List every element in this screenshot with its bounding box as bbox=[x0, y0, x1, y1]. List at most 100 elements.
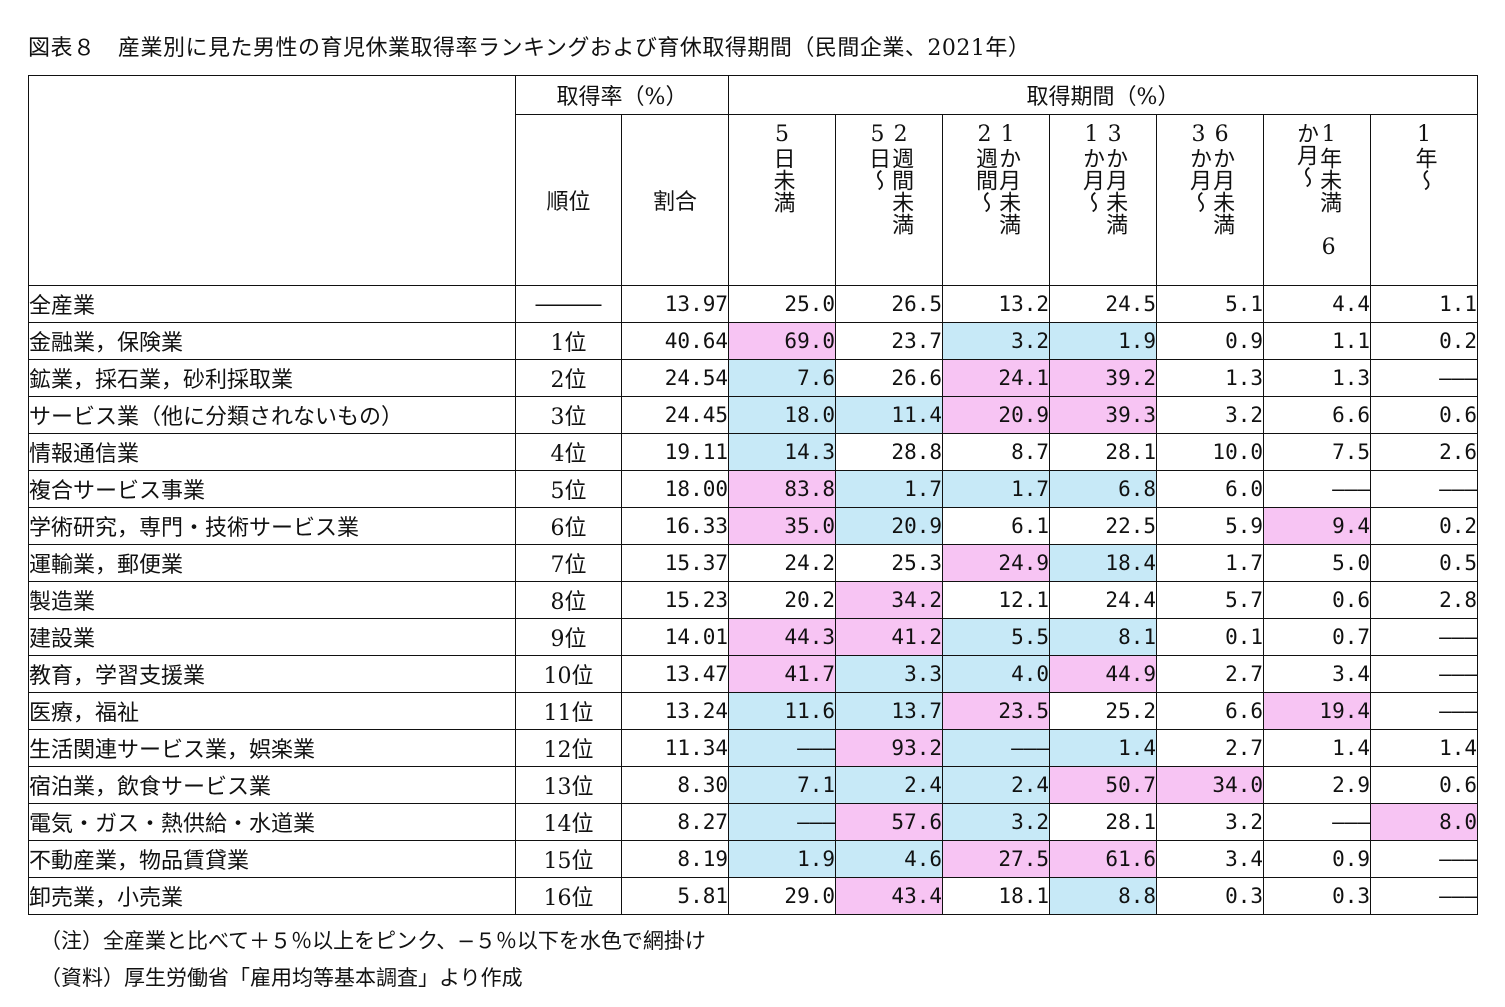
table-row: 鉱業，採石業，砂利採取業 2位 24.54 7.6 26.6 24.1 39.2 1.3 1.3… bbox=[28, 359, 1478, 397]
table-row: 製造業 8位 15.23 20.2 34.2 12.1 24.4 5.7 0.6 2.8 bbox=[28, 581, 1478, 619]
period-value-cell: 5.9 bbox=[1156, 507, 1264, 545]
rank-cell: ――― bbox=[515, 285, 622, 323]
ratio-cell: 13.97 bbox=[621, 285, 729, 323]
period-value-cell: 23.7 bbox=[835, 322, 943, 360]
industry-cell: 複合サービス事業 bbox=[28, 470, 516, 508]
period-value-cell: 12.1 bbox=[942, 581, 1050, 619]
rank-cell: 15位 bbox=[515, 840, 622, 878]
period-value-cell: 44.3 bbox=[728, 618, 836, 656]
ratio-cell: 13.24 bbox=[621, 692, 729, 730]
industry-cell: 不動産業，物品賃貸業 bbox=[28, 840, 516, 878]
period-value-cell: 6.1 bbox=[942, 507, 1050, 545]
period-value-cell: 1.1 bbox=[1263, 322, 1371, 360]
period-value-cell: ――― bbox=[942, 729, 1050, 767]
period-header: 2週間未満 5日〜 bbox=[835, 114, 943, 286]
ratio-cell: 40.64 bbox=[621, 322, 729, 360]
industry-cell: 学術研究，専門・技術サービス業 bbox=[28, 507, 516, 545]
table-row: 運輸業，郵便業 7位 15.37 24.2 25.3 24.9 18.4 1.7 5.0 0.5 bbox=[28, 544, 1478, 582]
ratio-cell: 8.27 bbox=[621, 803, 729, 841]
ratio-cell: 8.30 bbox=[621, 766, 729, 804]
period-value-cell: 0.1 bbox=[1156, 618, 1264, 656]
period-value-cell: ――― bbox=[728, 803, 836, 841]
rank-cell: 6位 bbox=[515, 507, 622, 545]
footnotes: （注）全産業と比べて＋５％以上をピンク、−５％以下を水色で網掛け （資料）厚生労… bbox=[40, 923, 706, 997]
rank-cell: 3位 bbox=[515, 396, 622, 434]
ratio-cell: 24.45 bbox=[621, 396, 729, 434]
period-value-cell: 20.9 bbox=[835, 507, 943, 545]
period-value-cell: 3.2 bbox=[942, 803, 1050, 841]
period-value-cell: 1.9 bbox=[728, 840, 836, 878]
period-value-cell: 4.0 bbox=[942, 655, 1050, 693]
table-body: 全産業 ――― 13.97 25.0 26.5 13.2 24.5 5.1 4.4 1.1 金融業，… bbox=[28, 285, 1478, 915]
industry-cell: 教育，学習支援業 bbox=[28, 655, 516, 693]
rank-cell: 12位 bbox=[515, 729, 622, 767]
period-value-cell: 6.6 bbox=[1156, 692, 1264, 730]
period-value-cell: 23.5 bbox=[942, 692, 1050, 730]
note-text: （注）全産業と比べて＋５％以上をピンク、−５％以下を水色で網掛け bbox=[40, 929, 706, 953]
period-value-cell: 24.5 bbox=[1049, 285, 1157, 323]
period-value-cell: ――― bbox=[1370, 877, 1478, 915]
period-value-cell: 0.3 bbox=[1263, 877, 1371, 915]
period-value-cell: 1.4 bbox=[1049, 729, 1157, 767]
period-value-cell: 6.8 bbox=[1049, 470, 1157, 508]
period-value-cell: 2.4 bbox=[942, 766, 1050, 804]
industry-cell: 卸売業，小売業 bbox=[28, 877, 516, 915]
period-value-cell: ――― bbox=[1370, 692, 1478, 730]
rank-cell: 1位 bbox=[515, 322, 622, 360]
period-value-cell: 5.0 bbox=[1263, 544, 1371, 582]
period-value-cell: 11.4 bbox=[835, 396, 943, 434]
period-value-cell: 8.0 bbox=[1370, 803, 1478, 841]
period-value-cell: 0.9 bbox=[1263, 840, 1371, 878]
period-value-cell: 3.2 bbox=[1156, 396, 1264, 434]
period-value-cell: 13.7 bbox=[835, 692, 943, 730]
period-value-cell: 22.5 bbox=[1049, 507, 1157, 545]
period-value-cell: 5.7 bbox=[1156, 581, 1264, 619]
period-value-cell: 2.7 bbox=[1156, 729, 1264, 767]
table-row: 生活関連サービス業，娯楽業 12位 11.34 ――― 93.2 ――― 1.4 2.7 1.4… bbox=[28, 729, 1478, 767]
period-value-cell: 50.7 bbox=[1049, 766, 1157, 804]
period-value-cell: 24.1 bbox=[942, 359, 1050, 397]
period-value-cell: 10.0 bbox=[1156, 433, 1264, 471]
period-value-cell: 4.4 bbox=[1263, 285, 1371, 323]
industry-table: 取得率（%） 取得期間（%） 順位 割合 5日未満 2週間未満 5日〜 1か月未… bbox=[28, 75, 1478, 915]
period-value-cell: 93.2 bbox=[835, 729, 943, 767]
period-value-cell: 2.4 bbox=[835, 766, 943, 804]
period-header-label: 6か月未満 3か月〜 bbox=[1186, 122, 1235, 257]
rank-cell: 2位 bbox=[515, 359, 622, 397]
ratio-cell: 15.37 bbox=[621, 544, 729, 582]
ratio-cell: 8.19 bbox=[621, 840, 729, 878]
period-value-cell: 41.2 bbox=[835, 618, 943, 656]
table-row: 学術研究，専門・技術サービス業 6位 16.33 35.0 20.9 6.1 22.5 5.9… bbox=[28, 507, 1478, 545]
period-value-cell: ――― bbox=[1263, 470, 1371, 508]
ratio-cell: 19.11 bbox=[621, 433, 729, 471]
period-value-cell: 34.2 bbox=[835, 581, 943, 619]
industry-cell: 生活関連サービス業，娯楽業 bbox=[28, 729, 516, 767]
period-value-cell: 3.3 bbox=[835, 655, 943, 693]
rank-cell: 8位 bbox=[515, 581, 622, 619]
ratio-cell: 16.33 bbox=[621, 507, 729, 545]
ratio-cell: 24.54 bbox=[621, 359, 729, 397]
period-value-cell: ――― bbox=[1370, 840, 1478, 878]
period-header-label: 5日未満 bbox=[769, 122, 795, 213]
ratio-header: 割合 bbox=[621, 114, 729, 286]
period-value-cell: 6.6 bbox=[1263, 396, 1371, 434]
table-row: 不動産業，物品賃貸業 15位 8.19 1.9 4.6 27.5 61.6 3.4 0.9 ――― bbox=[28, 840, 1478, 878]
period-value-cell: 35.0 bbox=[728, 507, 836, 545]
period-value-cell: 1.7 bbox=[1156, 544, 1264, 582]
period-value-cell: 69.0 bbox=[728, 322, 836, 360]
industry-header-cell bbox=[28, 75, 516, 286]
period-value-cell: ――― bbox=[1263, 803, 1371, 841]
ratio-cell: 14.01 bbox=[621, 618, 729, 656]
period-value-cell: 57.6 bbox=[835, 803, 943, 841]
period-value-cell: 0.6 bbox=[1370, 396, 1478, 434]
period-value-cell: 28.8 bbox=[835, 433, 943, 471]
table-row: 情報通信業 4位 19.11 14.3 28.8 8.7 28.1 10.0 7.5 2.6 bbox=[28, 433, 1478, 471]
period-value-cell: 5.5 bbox=[942, 618, 1050, 656]
rank-cell: 16位 bbox=[515, 877, 622, 915]
period-value-cell: 8.1 bbox=[1049, 618, 1157, 656]
period-value-cell: 28.1 bbox=[1049, 433, 1157, 471]
period-value-cell: 3.2 bbox=[942, 322, 1050, 360]
industry-cell: 鉱業，採石業，砂利採取業 bbox=[28, 359, 516, 397]
ratio-cell: 11.34 bbox=[621, 729, 729, 767]
period-value-cell: 0.2 bbox=[1370, 507, 1478, 545]
